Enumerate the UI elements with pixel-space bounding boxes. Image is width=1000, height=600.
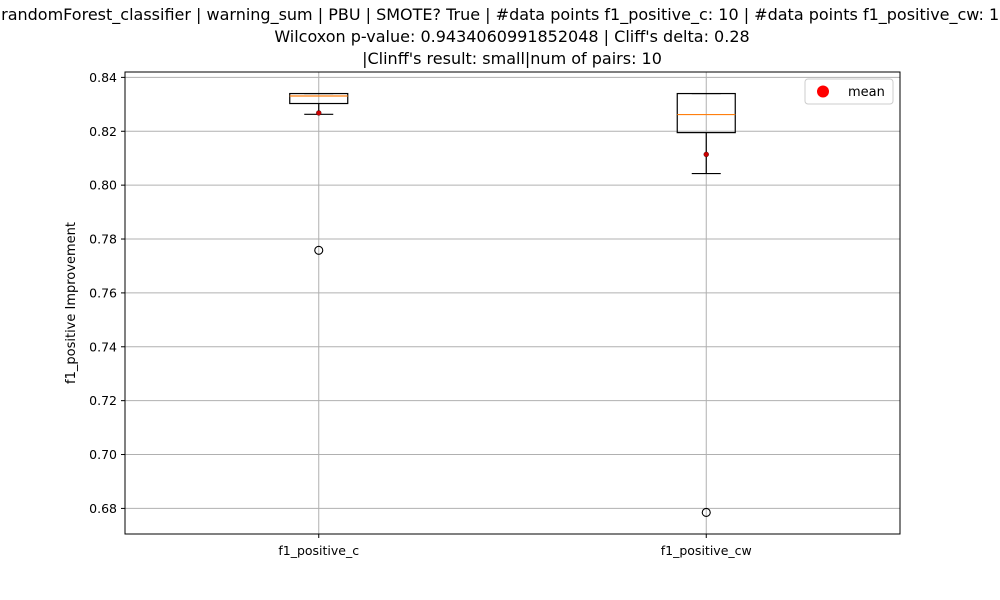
y-tick-label: 0.76	[89, 285, 117, 300]
grid-layer	[125, 72, 900, 534]
chart-title-line-3: |Clinff's result: small|num of pairs: 10	[362, 49, 662, 68]
legend-mean-marker	[817, 85, 829, 98]
y-tick-label: 0.74	[89, 339, 117, 354]
iqr-box	[676, 92, 736, 134]
legend: mean	[804, 78, 894, 105]
y-tick-label: 0.82	[89, 124, 117, 139]
iqr-box	[289, 92, 349, 105]
box-f1_positive_cw	[676, 92, 736, 517]
y-tick-label: 0.78	[89, 232, 117, 247]
y-tick-label: 0.80	[89, 178, 117, 193]
chart-title-line-2: Wilcoxon p-value: 0.9434060991852048 | C…	[274, 27, 749, 46]
plot-frame	[124, 71, 901, 535]
y-axis-label: f1_positive Improvement	[64, 222, 79, 384]
tick-layer: 0.68 0.70 0.72 0.74 0.76 0.78 0.80 0.82 0.84 f1_p…	[89, 70, 752, 558]
y-tick-label: 0.70	[89, 447, 117, 462]
box-layer	[289, 92, 736, 517]
y-tick-label: 0.68	[89, 501, 117, 516]
y-tick-label: 0.72	[89, 393, 117, 408]
outlier-point	[314, 245, 324, 255]
x-tick-label: f1_positive_cw	[661, 543, 752, 558]
x-tick-label: f1_positive_c	[278, 543, 359, 558]
y-tick-label: 0.84	[89, 70, 117, 85]
legend-mean-label: mean	[848, 85, 885, 100]
mean-marker	[703, 151, 709, 158]
mean-marker	[316, 110, 322, 116]
legend-frame	[804, 78, 894, 105]
chart-title-line-1: | randomForest_classifier | warning_sum …	[0, 5, 1000, 25]
box-f1_positive_c	[289, 92, 349, 255]
outlier-point	[701, 507, 711, 517]
